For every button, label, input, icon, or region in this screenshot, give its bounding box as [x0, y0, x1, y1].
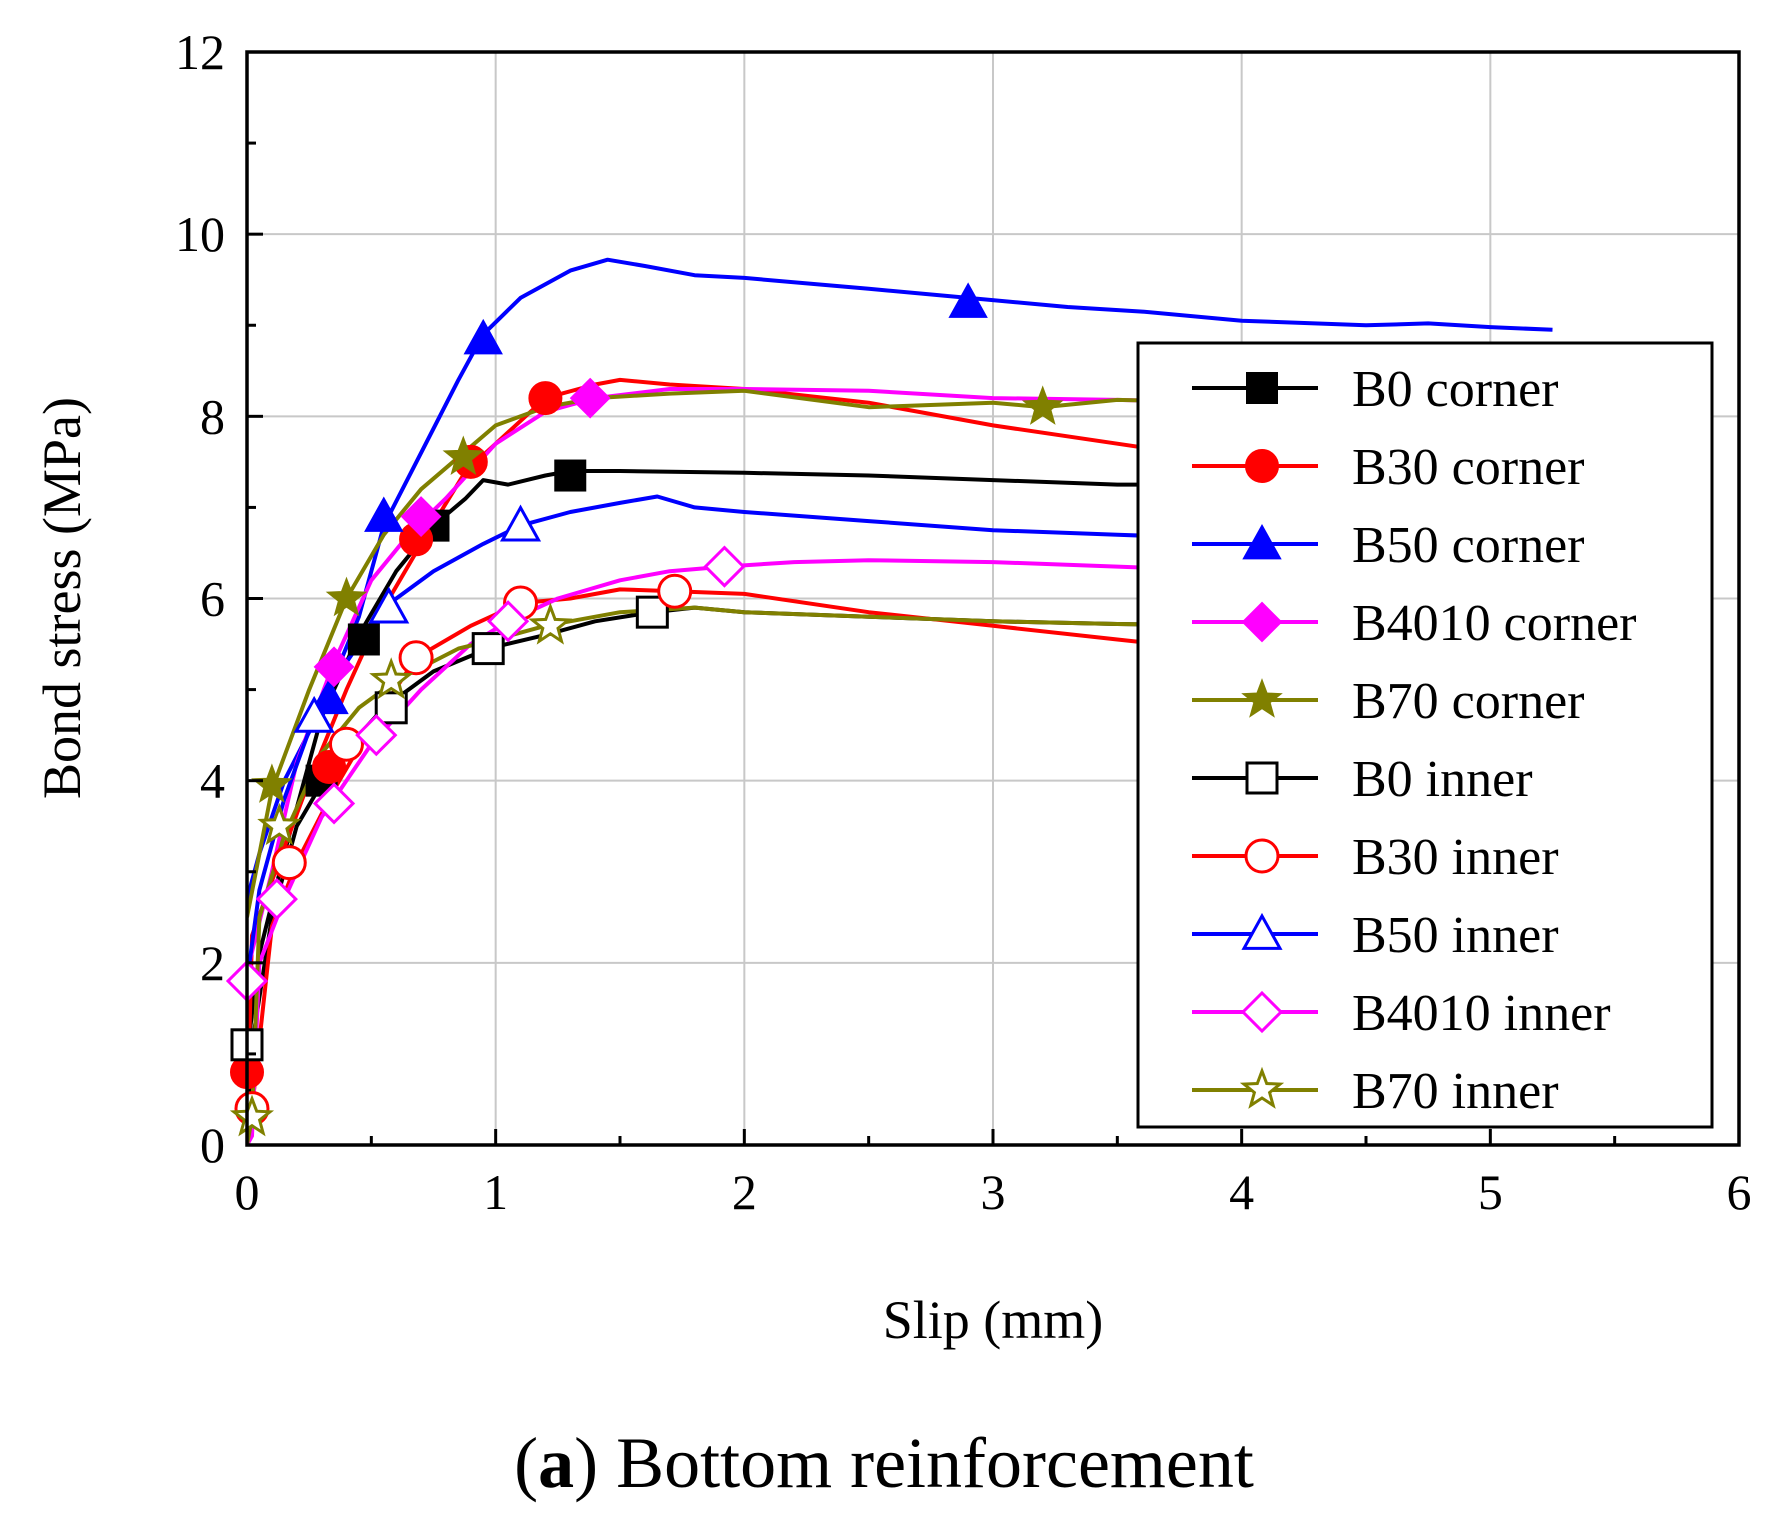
series-marker-9	[257, 802, 302, 846]
legend-marker	[1241, 678, 1283, 718]
legend-marker	[1241, 912, 1283, 950]
legend-marker	[1244, 838, 1280, 874]
legend-marker	[1240, 990, 1284, 1034]
series-marker-3	[313, 646, 355, 688]
series-marker-0	[347, 623, 380, 656]
series-marker-5	[471, 632, 505, 666]
x-tick-label: 0	[235, 1164, 260, 1220]
series-marker-1	[312, 750, 347, 785]
legend-label: B30 corner	[1352, 439, 1584, 496]
series-marker-7	[368, 586, 410, 624]
legend-marker	[1239, 1066, 1285, 1109]
series-marker-6	[657, 573, 693, 609]
legend-box	[1136, 341, 1714, 1129]
legend-label: B50 inner	[1352, 907, 1559, 964]
series-marker-4	[251, 763, 293, 803]
ticks	[245, 50, 1741, 1147]
legend-label: B4010 corner	[1352, 595, 1636, 652]
y-tick-label: 8	[200, 388, 225, 444]
legend-label: B50 corner	[1352, 517, 1584, 574]
series-marker-7	[499, 504, 542, 542]
series-marker-5	[374, 691, 408, 725]
legend-label: B0 inner	[1352, 751, 1533, 808]
legend-marker	[1245, 761, 1279, 795]
caption-suffix: )	[574, 1423, 598, 1503]
y-tick-label: 10	[175, 206, 225, 262]
series-marker-6	[328, 726, 364, 762]
x-tick-label: 4	[1229, 1164, 1254, 1220]
caption-prefix: (	[514, 1423, 538, 1503]
x-tick-label: 6	[1727, 1164, 1752, 1220]
series-marker-8	[355, 714, 398, 757]
series-marker-8	[312, 782, 356, 825]
legend-marker	[1241, 601, 1283, 643]
x-tick-label: 2	[732, 1164, 757, 1220]
legend: B0 corner B30 corner B50 corner B4010 corne…	[1136, 341, 1714, 1129]
legend-marker	[1245, 449, 1279, 483]
legend-label: B70 inner	[1352, 1063, 1559, 1120]
y-tick-label: 12	[175, 24, 225, 80]
series-marker-7	[293, 695, 335, 733]
series-marker-9	[528, 602, 573, 645]
series-marker-4	[325, 576, 368, 617]
series-marker-6	[398, 640, 434, 676]
y-tick-label: 0	[200, 1117, 225, 1173]
series-marker-4	[1021, 385, 1064, 425]
legend-label: B30 inner	[1352, 829, 1559, 886]
series-marker-2	[948, 282, 988, 318]
caption-letter: a	[538, 1423, 574, 1503]
series-marker-2	[364, 496, 404, 532]
series-marker-4	[442, 435, 485, 476]
x-axis-title: Slip (mm)	[883, 1290, 1104, 1350]
y-tick-label: 2	[200, 935, 225, 991]
series-marker-8	[255, 877, 298, 921]
series-line-0	[247, 469, 1242, 1055]
y-tick-label: 6	[200, 571, 225, 627]
y-tick-label: 4	[200, 753, 225, 809]
series-marker-3	[569, 377, 611, 419]
series-marker-2	[309, 678, 349, 715]
legend-label: B0 corner	[1352, 361, 1558, 418]
figure-caption: (a) Bottom reinforcement	[514, 1423, 1254, 1503]
x-tick-label: 1	[483, 1164, 508, 1220]
series-marker-6	[271, 845, 307, 881]
series-marker-3	[400, 496, 442, 537]
series-marker-2	[463, 318, 503, 355]
y-axis-title: Bond stress (MPa)	[32, 397, 92, 799]
series-marker-1	[528, 381, 563, 416]
series-marker-9	[369, 657, 414, 700]
legend-label: B70 corner	[1352, 673, 1584, 730]
series-marker-8	[703, 545, 746, 588]
series-marker-9	[229, 1094, 275, 1137]
caption-text: Bottom reinforcement	[598, 1423, 1254, 1503]
series-marker-8	[486, 600, 530, 643]
series-marker-0	[554, 459, 587, 492]
legend-label: B4010 inner	[1352, 985, 1611, 1042]
x-tick-label: 3	[981, 1164, 1006, 1220]
legend-marker	[1246, 372, 1278, 404]
legend-marker	[1242, 523, 1282, 560]
x-tick-label: 5	[1478, 1164, 1503, 1220]
